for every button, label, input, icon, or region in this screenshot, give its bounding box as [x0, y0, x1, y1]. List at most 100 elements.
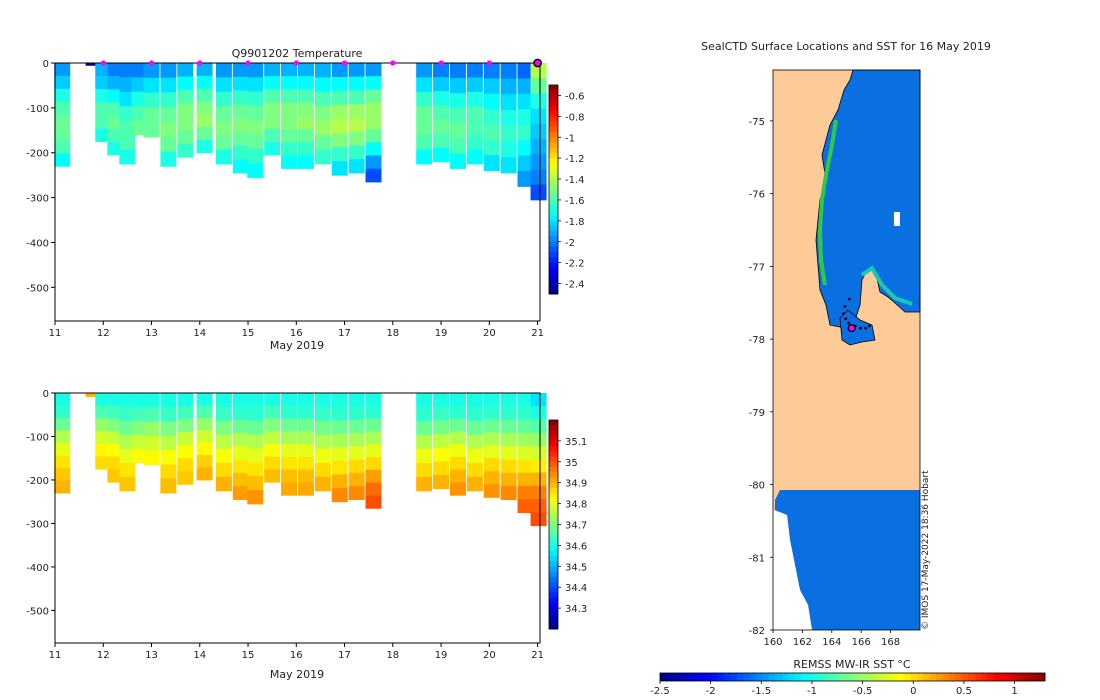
cast-marker [293, 60, 299, 66]
profile-cell [247, 163, 264, 178]
colorbar-segment [549, 241, 558, 248]
profile-cell [281, 431, 298, 445]
profile-cell [331, 133, 348, 148]
sst-colorbar-segment [961, 673, 969, 681]
profile-cell [131, 393, 148, 408]
profile-cell [416, 476, 433, 492]
colorbar-segment [549, 503, 558, 510]
sst-colorbar: -2.5 -2 -1.5 -1 -0.5 0 0.5 1 [650, 672, 1046, 697]
salinity-colorbar: 35.1 35 34.9 34.8 34.7 34.6 34.5 34.4 34.3 [548, 419, 587, 630]
profile-cell [483, 155, 500, 172]
sst-colorbar-segment [929, 673, 937, 681]
profile-cell [281, 405, 298, 420]
colorbar-segment [549, 571, 558, 578]
profile-cell [131, 77, 148, 93]
profile-cell [348, 131, 365, 146]
profile-cell [131, 106, 148, 121]
profile-cell [500, 393, 517, 407]
seal-track [842, 297, 871, 333]
colorbar-segment [549, 168, 558, 175]
profile-cell [517, 170, 534, 187]
track-point [867, 324, 871, 328]
x-tick-label: 13 [145, 650, 158, 661]
sst-colorbar-segment [692, 673, 699, 681]
sst-colorbar-segment [858, 673, 866, 681]
profile-cell [119, 135, 136, 151]
profile-cell [196, 430, 213, 444]
colorbar-segment [549, 158, 558, 164]
ross-sea-ocean [815, 69, 921, 329]
profile-cell [517, 93, 534, 110]
profile-cell [196, 393, 213, 406]
map-latitude-ticks: -75 -76 -77 -78 -79 -80 -81 -82 [749, 117, 773, 637]
profile-cell [365, 495, 382, 509]
sst-colorbar-segment [788, 673, 796, 681]
profile-cell [131, 91, 148, 107]
profile-cell [416, 406, 433, 422]
profile-cell [483, 458, 500, 472]
profile-cell [232, 159, 249, 174]
profile-cell [348, 472, 365, 487]
y-tick-label: -100 [26, 432, 49, 443]
profile-cell [232, 90, 249, 105]
profile-cell [119, 63, 136, 78]
sst-colorbar-segment [698, 673, 706, 681]
colorbar-segment [549, 267, 558, 274]
profile-cell [483, 406, 500, 420]
sst-colorbar-segment [839, 673, 847, 681]
profile-cell [95, 102, 112, 116]
sst-colorbar-segment [749, 673, 757, 681]
profile-cell [215, 120, 232, 136]
profile-cell [530, 78, 547, 94]
profile-cell [297, 431, 314, 445]
temperature-y-ticks: 0 -100 -200 -300 -400 -500 [26, 59, 55, 294]
colorbar-tick-label: 34.4 [565, 583, 587, 594]
colorbar-segment [549, 545, 558, 552]
profile-cell [483, 78, 500, 95]
colorbar-segment [549, 179, 558, 185]
track-point [864, 326, 868, 330]
profile-cell [264, 469, 281, 483]
profile-cell [95, 443, 112, 457]
profile-cell [281, 115, 298, 130]
x-tick-label: 21 [531, 328, 544, 339]
temperature-x-label: May 2019 [270, 339, 324, 352]
profile-cell [365, 457, 382, 471]
profile-cell [160, 407, 177, 423]
colorbar-segment [549, 561, 558, 567]
profile-cell [297, 142, 314, 156]
profile-cell [466, 406, 483, 422]
profile-cell [365, 444, 382, 458]
profile-cell [281, 76, 298, 90]
sst-colorbar-segment [968, 673, 975, 681]
colorbar-segment [549, 194, 558, 201]
profile-cell [54, 75, 71, 90]
sst-colorbar-segment [955, 673, 963, 681]
sst-colorbar-tick-label: -1.5 [752, 686, 772, 697]
colorbar-segment [549, 576, 558, 583]
profile-cell [449, 138, 466, 154]
x-tick-label: 15 [242, 328, 255, 339]
profile-cell [143, 421, 160, 437]
sst-colorbar-segment [724, 673, 732, 681]
sst-colorbar-segment [923, 673, 930, 681]
profile-cell [433, 461, 450, 476]
profile-cell [297, 102, 314, 117]
salinity-axes-frame [54, 392, 541, 644]
profile-cell [433, 447, 450, 462]
salinity-cells [54, 393, 547, 527]
profile-cell [281, 63, 298, 77]
sst-colorbar-tick-label: -2 [706, 686, 716, 697]
profile-cell [530, 154, 547, 170]
profile-cell [331, 447, 348, 462]
sst-colorbar-segment [826, 673, 834, 681]
colorbar-segment [549, 147, 558, 154]
profile-cell [160, 421, 177, 437]
x-tick-label: 12 [97, 650, 110, 661]
profile-cell [365, 129, 382, 143]
sst-colorbar-segment [781, 673, 789, 681]
sst-colorbar-segment [801, 673, 809, 681]
colorbar-tick-label: -1.4 [565, 175, 585, 186]
profile-cell [107, 63, 124, 77]
profile-cell [177, 76, 194, 91]
